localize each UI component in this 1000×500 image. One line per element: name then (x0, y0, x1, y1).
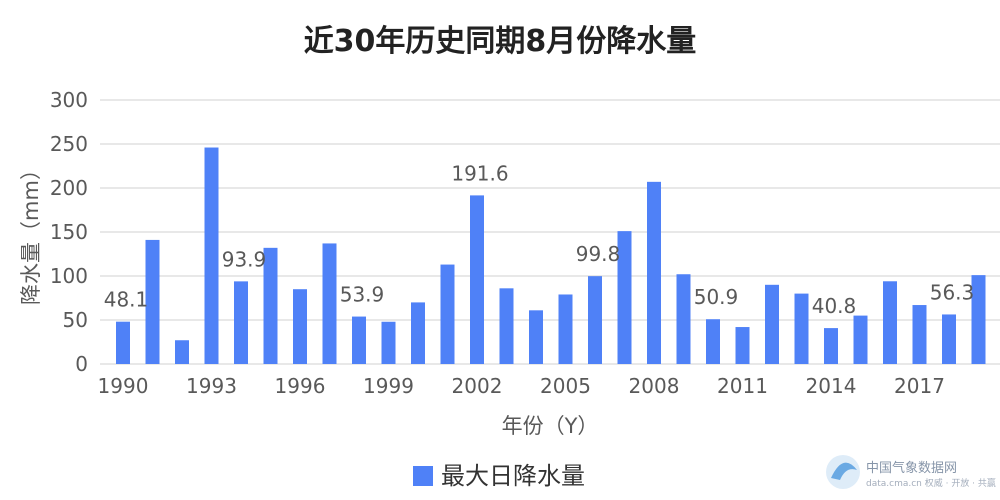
legend-swatch (413, 466, 433, 486)
y-tick-label: 300 (50, 88, 88, 112)
y-tick-label: 200 (50, 176, 88, 200)
x-tick-label: 2014 (806, 374, 857, 398)
logo-swirl-icon (831, 462, 857, 480)
bar-2001 (440, 264, 455, 364)
bar-2013 (794, 293, 809, 364)
bar-2005 (558, 294, 573, 364)
x-tick-label: 2011 (717, 374, 768, 398)
bar-2004 (529, 310, 543, 364)
x-axis-label: 年份（Y） (502, 414, 599, 438)
bar-1999 (381, 321, 396, 364)
legend-label: 最大日降水量 (441, 462, 585, 490)
data-label-2014: 40.8 (812, 294, 857, 318)
bar-1993 (204, 147, 219, 364)
bar-2017 (912, 305, 927, 364)
bar-1992 (175, 340, 189, 364)
bar-2011 (735, 327, 750, 364)
bar-2006 (588, 276, 602, 364)
watermark-subtext: data.cma.cn 权威 · 开放 · 共赢 (866, 477, 996, 489)
bar-2009 (676, 274, 691, 364)
bar-2010 (706, 319, 720, 364)
watermark-text: 中国气象数据网 (866, 460, 957, 476)
bar-1998 (352, 316, 366, 364)
x-tick-label: 2005 (540, 374, 591, 398)
data-labels: 48.1 93.9 53.9 191.6 99.8 50.9 40.8 56.3 (104, 161, 975, 318)
bar-2016 (883, 281, 897, 364)
y-tick-labels: 0 50 100 150 200 250 300 (50, 88, 88, 376)
bar-1996 (293, 289, 307, 364)
bar-2008 (647, 181, 661, 364)
bar-2007 (617, 231, 632, 364)
x-tick-label: 1993 (186, 374, 237, 398)
bars (116, 147, 986, 364)
watermark-logo: 中国气象数据网 data.cma.cn 权威 · 开放 · 共赢 (826, 455, 996, 489)
x-tick-labels: 1990 1993 1996 1999 2002 2005 2008 2011 2014 2017 (98, 374, 945, 398)
x-tick-label: 2017 (894, 374, 945, 398)
x-tick-label: 2008 (629, 374, 680, 398)
data-label-1990: 48.1 (104, 288, 149, 312)
bar-2002 (470, 195, 484, 364)
bar-1994 (234, 281, 248, 364)
bar-1997 (322, 243, 337, 364)
y-tick-label: 0 (75, 352, 88, 376)
data-label-1998: 53.9 (340, 283, 385, 307)
chart-title: 近30年历史同期8月份降水量 (304, 24, 697, 59)
gridlines (100, 99, 1000, 365)
y-tick-label: 250 (50, 132, 88, 156)
bar-2000 (411, 302, 425, 364)
data-label-2018: 56.3 (930, 280, 975, 304)
y-tick-label: 100 (50, 264, 88, 288)
bar-2015 (853, 315, 868, 364)
data-label-2002: 191.6 (451, 161, 508, 185)
y-tick-label: 150 (50, 220, 88, 244)
data-label-2006: 99.8 (576, 242, 621, 266)
bar-2012 (765, 284, 779, 364)
bar-1995 (263, 247, 278, 364)
bar-2003 (499, 288, 514, 364)
x-tick-label: 1990 (98, 374, 149, 398)
x-tick-label: 2002 (452, 374, 503, 398)
x-tick-label: 1999 (363, 374, 414, 398)
bar-2014 (824, 328, 838, 364)
legend: 最大日降水量 (413, 462, 585, 490)
y-tick-label: 50 (63, 308, 88, 332)
bar-1991 (145, 239, 160, 364)
bar-1990 (116, 321, 130, 364)
data-label-2010: 50.9 (694, 285, 739, 309)
bar-2019 (971, 275, 986, 364)
x-tick-label: 1996 (275, 374, 326, 398)
y-axis-label: 降水量（mm） (19, 159, 43, 305)
data-label-1994: 93.9 (222, 247, 267, 271)
bar-2018 (942, 314, 956, 364)
